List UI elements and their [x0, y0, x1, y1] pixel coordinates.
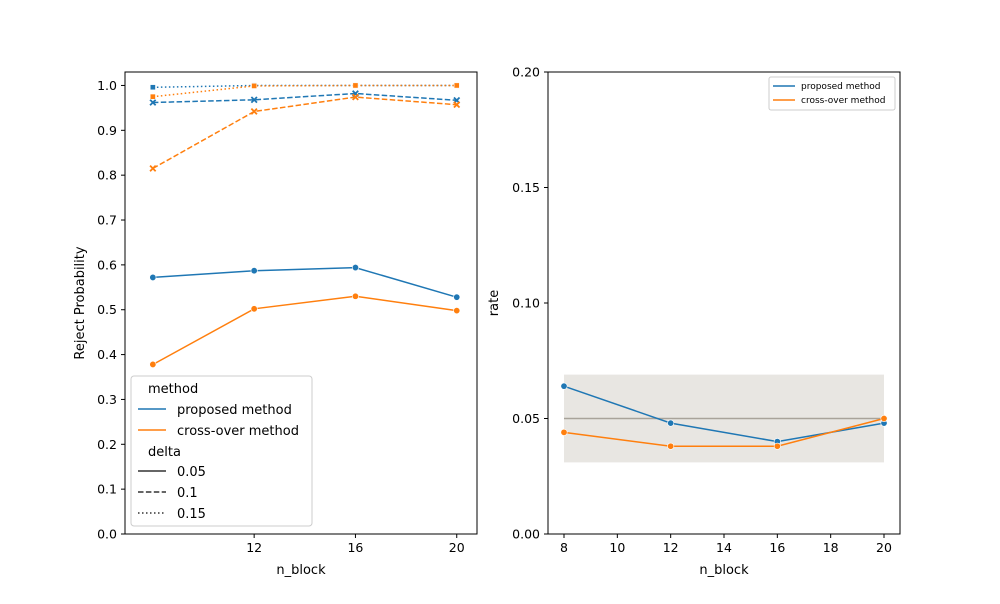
y-tick-label: 0.0: [97, 527, 117, 542]
data-point: [453, 293, 461, 301]
data-point: [250, 108, 258, 115]
right-confidence-band: [564, 374, 884, 463]
series-line-4: [152, 84, 457, 89]
data-point: [667, 442, 675, 450]
y-tick-label: 0.6: [97, 257, 117, 272]
data-point: [250, 305, 258, 313]
y-tick-label: 0.9: [97, 123, 117, 138]
data-point-stroke: [250, 96, 258, 104]
y-tick-label: 0.00: [512, 527, 540, 542]
data-point: [453, 307, 461, 315]
y-tick-label: 0.2: [97, 437, 117, 452]
y-tick-label: 0.15: [512, 180, 540, 195]
data-point: [773, 442, 781, 450]
y-tick-label: 0.4: [97, 347, 117, 362]
data-point: [352, 93, 359, 101]
left-axes-frame: [124, 71, 478, 535]
left-legend-box: [130, 375, 313, 527]
data-point: [150, 93, 156, 100]
right-xlabel: n_block: [699, 563, 749, 578]
data-point-stroke: [250, 108, 258, 115]
x-tick-label: 20: [876, 540, 892, 555]
legend-crossover-label: cross-over method: [177, 424, 299, 439]
right-legend-proposed-label: proposed method: [801, 82, 881, 92]
data-point: [453, 101, 461, 109]
right-legend: proposed method cross-over method: [768, 76, 896, 111]
x-tick-label: 12: [663, 540, 679, 555]
left-series-lines: [152, 84, 457, 366]
legend-delta-01-label: 0.1: [177, 486, 198, 501]
y-tick-label: 1.0: [97, 78, 117, 93]
data-point: [149, 273, 157, 281]
y-tick-label: 0.05: [512, 411, 540, 426]
data-point: [149, 99, 157, 106]
data-point: [453, 82, 460, 89]
series-line-0: [152, 266, 457, 298]
right-axes-frame: [547, 71, 901, 535]
left-legend: method proposed method cross-over method…: [130, 375, 313, 527]
data-point-stroke: [149, 165, 157, 172]
right-legend-crossover-label: cross-over method: [801, 96, 885, 106]
legend-method-title: method: [148, 382, 198, 397]
series-line-1: [563, 417, 885, 447]
y-tick-label: 0.20: [512, 65, 540, 80]
y-tick-label: 0.5: [97, 302, 117, 317]
x-tick-label: 20: [449, 540, 465, 555]
series-line-1: [152, 295, 457, 366]
y-tick-label: 0.1: [97, 482, 117, 497]
data-point: [149, 360, 157, 368]
series-line-5: [152, 84, 457, 98]
data-point: [560, 382, 568, 390]
x-tick-label: 14: [716, 540, 732, 555]
data-point: [351, 292, 359, 300]
data-point: [351, 264, 359, 272]
data-point: [667, 419, 675, 427]
legend-delta-005-label: 0.05: [177, 465, 206, 480]
x-tick-label: 18: [823, 540, 839, 555]
legend-delta-015-label: 0.15: [177, 507, 206, 522]
right-series-lines: [563, 385, 885, 447]
x-tick-label: 8: [560, 540, 568, 555]
data-point: [251, 83, 258, 89]
data-point-stroke: [149, 99, 157, 106]
y-tick-label: 0.8: [97, 168, 117, 183]
x-tick-label: 16: [769, 540, 785, 555]
series-line-3: [152, 96, 457, 170]
series-line-2: [152, 92, 457, 104]
data-point: [880, 414, 888, 422]
y-tick-label: 0.7: [97, 213, 117, 228]
data-point: [560, 428, 568, 436]
right-ylabel: rate: [487, 290, 502, 316]
data-point-stroke: [352, 93, 359, 101]
left-panel: 12 16 200.00.10.20.30.40.50.60.70.80.91.0 …: [73, 71, 478, 578]
y-tick-label: 0.10: [512, 296, 540, 311]
left-series-markers: [149, 82, 461, 368]
right-series-markers: [560, 382, 888, 450]
data-point-stroke: [453, 101, 461, 109]
left-xlabel: n_block: [276, 563, 326, 578]
data-point: [149, 165, 157, 172]
left-ticks: 12 16 20 0.0 0.1 0.2 0.3 0.4 0.5 0.6 0.7 0.8 0.9 1.0: [97, 78, 465, 555]
y-tick-label: 0.3: [97, 392, 117, 407]
data-point: [250, 267, 258, 275]
data-point: [150, 84, 156, 91]
x-tick-label: 16: [347, 540, 363, 555]
data-point: [352, 82, 359, 89]
right-ticks: 8 10 12 14 16 18 20 0.00 0.05 0.10 0.15 0.20: [512, 65, 892, 556]
legend-proposed-label: proposed method: [177, 403, 292, 418]
data-point: [250, 96, 258, 104]
legend-delta-title: delta: [148, 445, 181, 460]
right-legend-box: [768, 76, 896, 111]
x-tick-label: 12: [246, 540, 262, 555]
right-panel: 8 10 12 14 16 18 20 0.00 0.05 0.10 0.15 0.20 n_bloc…: [487, 65, 901, 578]
left-ylabel: Reject Probability: [73, 246, 88, 359]
x-tick-label: 10: [609, 540, 625, 555]
